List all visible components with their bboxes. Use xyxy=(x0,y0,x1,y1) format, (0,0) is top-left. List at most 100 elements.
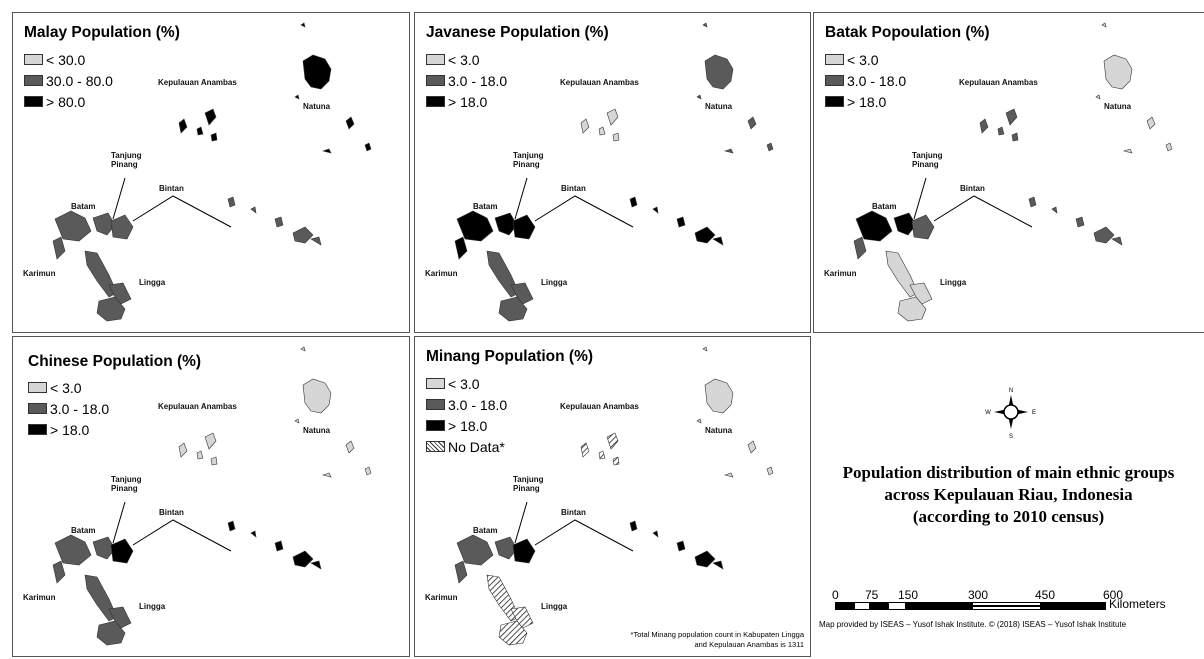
batam-label: Batam xyxy=(473,202,497,211)
natuna-islet xyxy=(723,472,734,478)
tambelan-islet xyxy=(227,196,236,208)
natuna-islet xyxy=(1101,22,1107,28)
legend-label: > 18.0 xyxy=(847,93,887,110)
legend-label: < 30.0 xyxy=(46,51,86,68)
tanjung-pinang-label: Tanjung xyxy=(912,151,943,160)
legend-label: 30.0 - 80.0 xyxy=(46,72,113,89)
legend-swatch xyxy=(24,54,43,65)
footnote-line: *Total Minang population count in Kabupa… xyxy=(630,630,804,639)
karimun-label: Karimun xyxy=(425,269,458,278)
natuna-islet xyxy=(766,142,774,152)
tanjung-pinang-label: Pinang xyxy=(912,160,939,169)
tambelan-islet xyxy=(1111,236,1123,246)
tambelan-islet xyxy=(1028,196,1037,208)
legend-swatch xyxy=(426,441,445,452)
tambelan-islet xyxy=(274,216,284,228)
legend-swatch xyxy=(825,54,844,65)
legend-item: > 18.0 xyxy=(426,91,507,112)
bintan-label: Bintan xyxy=(159,508,184,517)
compass-e: E xyxy=(1032,410,1036,416)
natuna-islet xyxy=(364,142,372,152)
tanjung-pinang-label: Tanjung xyxy=(513,475,544,484)
natuna-islet xyxy=(345,116,355,130)
bintan-label: Bintan xyxy=(159,184,184,193)
compass-rose-icon: N S W E xyxy=(985,388,1036,440)
tambelan-islet xyxy=(712,236,724,246)
anambas-label: Kepulauan Anambas xyxy=(158,402,237,411)
legend: < 30.0 30.0 - 80.0 > 80.0 xyxy=(24,49,113,112)
natuna-island xyxy=(302,378,332,414)
legend-swatch xyxy=(28,382,47,393)
panel-title: Javanese Population (%) xyxy=(426,24,609,41)
bintan-label: Bintan xyxy=(561,184,586,193)
legend-item: > 18.0 xyxy=(426,415,507,436)
legend-swatch xyxy=(426,54,445,65)
batam-island xyxy=(54,534,92,566)
legend-label: 3.0 - 18.0 xyxy=(448,396,508,413)
legend-swatch xyxy=(426,96,445,107)
anambas-island xyxy=(204,108,217,126)
batak-panel: Kepulauan Anambas Natuna Tanjung Pinang Bint… xyxy=(813,12,1204,333)
legend-item: > 18.0 xyxy=(825,91,906,112)
natuna-islet xyxy=(1165,142,1173,152)
tanjung-pinang-label: Tanjung xyxy=(111,475,142,484)
scale-tick: 75 xyxy=(865,588,879,602)
legend-item: > 80.0 xyxy=(24,91,113,112)
batam-island xyxy=(494,212,518,236)
main-title-line: (according to 2010 census) xyxy=(912,507,1105,526)
natuna-islet xyxy=(747,116,757,130)
natuna-islet xyxy=(300,22,306,28)
anambas-island xyxy=(606,432,619,450)
anambas-island xyxy=(1011,132,1019,142)
legend-swatch xyxy=(825,96,844,107)
legend-label: 3.0 - 18.0 xyxy=(50,400,110,417)
lingga-label: Lingga xyxy=(139,278,166,287)
tambelan-islet xyxy=(676,216,686,228)
scale-unit: Kilometers xyxy=(1109,597,1166,611)
tambelan-islet xyxy=(712,560,724,570)
main-title: Population distribution of main ethnic g… xyxy=(813,462,1204,528)
anambas-island xyxy=(606,108,619,126)
panel-title: Minang Population (%) xyxy=(426,348,594,365)
legend-swatch xyxy=(825,75,844,86)
panel-title: Chinese Population (%) xyxy=(28,353,202,370)
legend: < 3.0 3.0 - 18.0 > 18.0 xyxy=(825,49,906,112)
anambas-island xyxy=(612,132,620,142)
natuna-islet xyxy=(300,346,306,352)
anambas-label: Kepulauan Anambas xyxy=(158,78,237,87)
legend-item: < 30.0 xyxy=(24,49,113,70)
scale-tick: 600 xyxy=(1103,588,1124,602)
tambelan-islet xyxy=(676,540,686,552)
legend-label: 3.0 - 18.0 xyxy=(448,72,508,89)
legend-label: > 80.0 xyxy=(46,93,86,110)
compass-w: W xyxy=(985,410,991,416)
panel-title: Malay Population (%) xyxy=(24,24,180,41)
anambas-island xyxy=(580,118,590,134)
anambas-island xyxy=(1005,108,1018,126)
anambas-island xyxy=(598,126,606,136)
singkep-island xyxy=(498,620,528,646)
anambas-label: Kepulauan Anambas xyxy=(560,402,639,411)
batam-label: Batam xyxy=(71,526,95,535)
karimun-island xyxy=(52,236,66,260)
tanjung-pinang-label: Tanjung xyxy=(111,151,142,160)
tanjung-pinang-label: Pinang xyxy=(513,484,540,493)
batam-label: Batam xyxy=(473,526,497,535)
batam-island xyxy=(92,212,116,236)
natuna-islet xyxy=(702,346,708,352)
legend-item: 3.0 - 18.0 xyxy=(426,70,507,91)
singkep-island xyxy=(897,296,927,322)
batam-island xyxy=(855,210,893,242)
singkep-island xyxy=(96,620,126,646)
legend-swatch xyxy=(426,378,445,389)
compass-s: S xyxy=(1009,434,1013,440)
legend-item: 3.0 - 18.0 xyxy=(825,70,906,91)
natuna-islet xyxy=(723,148,734,154)
anambas-island xyxy=(178,118,188,134)
anambas-island xyxy=(204,432,217,450)
legend-item: < 3.0 xyxy=(426,373,507,394)
footnote: *Total Minang population count in Kabupa… xyxy=(574,630,804,650)
batam-island xyxy=(456,210,494,242)
natuna-label: Natuna xyxy=(705,102,733,111)
